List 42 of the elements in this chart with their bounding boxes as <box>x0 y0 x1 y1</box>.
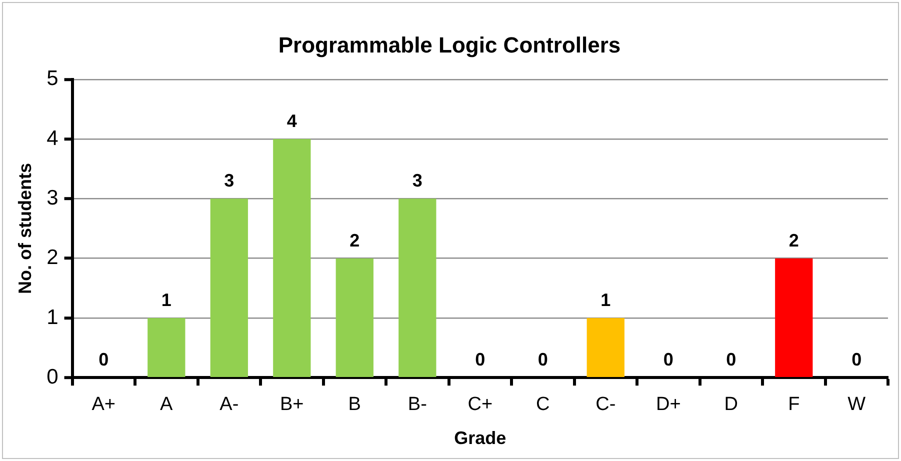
x-tick-label: B <box>348 394 361 416</box>
y-tick-label: 5 <box>46 67 58 90</box>
data-label: 1 <box>161 290 172 310</box>
x-tick-label: F <box>788 394 800 416</box>
bar <box>775 258 813 377</box>
data-label: 0 <box>852 350 862 370</box>
data-label: 1 <box>600 290 611 310</box>
x-tick-label: A- <box>220 394 239 416</box>
x-tick-label: D+ <box>656 394 681 416</box>
bar <box>586 318 624 377</box>
data-label: 0 <box>98 350 109 370</box>
x-tick-label: B- <box>408 394 427 416</box>
y-tick-label: 2 <box>46 246 58 270</box>
chart-title: Programmable Logic Controllers <box>278 32 621 58</box>
x-tick-label: C- <box>596 394 616 416</box>
y-tick-label: 1 <box>46 306 58 329</box>
x-tick-label: A <box>160 394 174 416</box>
bar <box>210 198 248 377</box>
data-label: 3 <box>224 170 234 191</box>
y-tick-label: 3 <box>46 186 58 210</box>
bar <box>148 318 186 377</box>
y-tick-label: 0 <box>46 365 58 388</box>
x-tick-label: D <box>724 394 738 416</box>
x-axis-title: Grade <box>454 428 506 448</box>
data-label: 3 <box>412 170 422 191</box>
data-label: 0 <box>475 350 486 370</box>
x-tick-label: A+ <box>92 394 116 416</box>
x-tick-label: C <box>536 394 550 416</box>
x-tick-label: C+ <box>468 394 493 416</box>
data-label: 0 <box>538 350 548 370</box>
data-label: 2 <box>788 230 799 250</box>
data-label: 4 <box>286 111 297 132</box>
bar <box>398 198 436 377</box>
data-label: 0 <box>726 350 736 370</box>
data-label: 2 <box>350 230 360 250</box>
y-axis-title: No. of students <box>14 163 35 294</box>
data-label: 0 <box>663 350 674 370</box>
x-tick-label: W <box>848 394 866 416</box>
bar <box>273 139 311 377</box>
y-tick-label: 4 <box>46 126 59 150</box>
x-tick-label: B+ <box>280 394 304 416</box>
bar <box>336 258 374 377</box>
